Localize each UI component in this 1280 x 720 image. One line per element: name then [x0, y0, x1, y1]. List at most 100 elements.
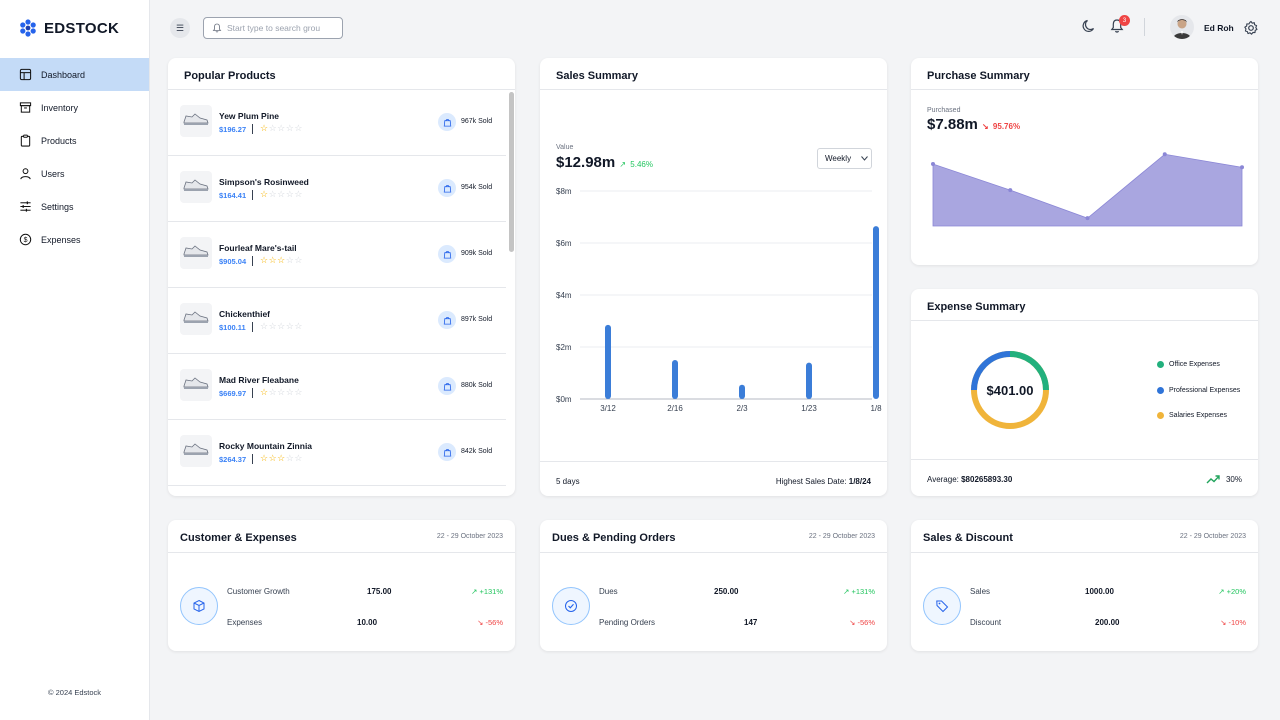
layout-icon	[19, 68, 32, 81]
star-icon: ☆	[285, 255, 295, 265]
sidebar-item-inventory[interactable]: Inventory	[0, 91, 149, 124]
star-icon: ☆	[285, 123, 295, 133]
average-value: $80265893.30	[961, 475, 1013, 484]
star-icon: ☆	[285, 189, 295, 199]
sidebar-item-users[interactable]: Users	[0, 157, 149, 190]
sliders-icon	[20, 201, 31, 212]
y-tick-label: $0m	[556, 395, 572, 404]
menu-toggle-button[interactable]: ☰	[170, 18, 190, 38]
card-title: Expense Summary	[927, 301, 1026, 313]
sales-summary-card: Sales Summary Value $12.98m ↗ 5.46% Week…	[540, 58, 887, 496]
y-tick-label: $8m	[556, 187, 572, 196]
shopping-bag-icon	[438, 179, 456, 197]
search-input[interactable]	[227, 23, 332, 33]
star-icon: ☆	[277, 123, 286, 133]
product-image	[180, 369, 212, 401]
logo-icon	[20, 19, 36, 37]
card-footer-divider	[540, 461, 887, 462]
highest-sales-date: Highest Sales Date: 1/8/24	[776, 477, 871, 486]
stat-change-down: ↘ -56%	[849, 618, 875, 627]
gear-icon[interactable]	[1243, 20, 1259, 36]
legend-item-salaries: Salaries Expenses	[1157, 412, 1227, 419]
x-tick-label: 2/3	[736, 404, 748, 413]
card-divider	[540, 552, 887, 553]
period-select[interactable]: Weekly	[817, 148, 872, 169]
notification-badge: 3	[1119, 15, 1130, 26]
legend-label: Office Expenses	[1169, 361, 1220, 368]
shopping-bag-icon	[438, 113, 456, 131]
period-select-value: Weekly	[825, 154, 852, 163]
expense-change-value: 30%	[1225, 475, 1242, 484]
stat-value: 250.00	[714, 587, 739, 596]
logo[interactable]: EDSTOCK	[18, 18, 119, 38]
stat-label: Customer Growth	[227, 587, 290, 596]
card-title: Customer & Expenses	[180, 532, 297, 544]
dollar-circle-icon: $	[19, 233, 32, 246]
moon-icon[interactable]	[1081, 18, 1097, 34]
star-icon: ☆	[285, 387, 295, 397]
product-row[interactable]: Simpson's Rosinweed $164.41 ☆☆☆☆☆ 954k Sold	[168, 156, 506, 222]
product-row[interactable]: Yew Plum Pine $196.27 ☆☆☆☆☆ 967k Sold	[168, 90, 506, 156]
value-label: Value	[556, 144, 574, 151]
product-name: Rocky Mountain Zinnia	[219, 441, 313, 451]
bell-icon	[212, 23, 222, 33]
shoe-icon	[183, 309, 209, 330]
divider	[252, 256, 253, 266]
sidebar-item-expenses[interactable]: $ Expenses	[0, 223, 149, 256]
rating-stars: ☆☆☆☆☆	[260, 453, 303, 464]
rating-stars: ☆☆☆☆☆	[260, 387, 303, 398]
sold-count: 897k Sold	[461, 316, 493, 323]
star-icon: ☆	[277, 189, 286, 199]
search-box[interactable]	[203, 17, 343, 39]
sold-count: 909k Sold	[461, 250, 493, 257]
svg-text:$: $	[24, 237, 28, 244]
sales-value-amount: $12.98m	[556, 154, 616, 171]
clipboard-icon	[20, 134, 31, 147]
purchase-area-chart	[931, 152, 1244, 227]
average-label: Average:	[927, 475, 959, 484]
legend-item-professional: Professional Expenses	[1157, 387, 1240, 394]
stat-value: 147	[744, 618, 758, 627]
product-name: Mad River Fleabane	[219, 375, 299, 385]
purchased-value: $7.88m ↘ 95.76%	[927, 116, 1020, 133]
star-icon: ☆	[277, 387, 286, 397]
user-icon	[20, 168, 31, 180]
stat-value: 175.00	[367, 587, 392, 596]
sales-bar-chart: $0m $2m $4m $6m $8m 3/12 2/16 2/3 1/23 1/8	[556, 187, 882, 413]
card-divider	[168, 89, 515, 90]
sidebar-item-dashboard[interactable]: Dashboard	[0, 58, 149, 91]
dues-pending-card: Dues & Pending Orders 22 - 29 October 20…	[540, 520, 887, 651]
product-row[interactable]: Rocky Mountain Zinnia $264.37 ☆☆☆☆☆ 842k So…	[168, 420, 506, 486]
legend-dot	[1157, 387, 1164, 394]
sidebar-item-label: Dashboard	[41, 69, 86, 80]
shoe-icon	[183, 375, 209, 396]
product-row[interactable]: Mad River Fleabane $669.97 ☆☆☆☆☆ 880k Sold	[168, 354, 506, 420]
scrollbar[interactable]	[509, 92, 514, 252]
legend-label: Salaries Expenses	[1169, 412, 1227, 419]
stat-value: 200.00	[1095, 618, 1120, 627]
data-point	[1162, 152, 1167, 157]
star-icon: ☆	[260, 255, 269, 265]
product-row[interactable]: Chickenthief $100.11 ☆☆☆☆☆ 897k Sold	[168, 288, 506, 354]
sidebar-item-products[interactable]: Products	[0, 124, 149, 157]
star-icon: ☆	[260, 387, 269, 397]
avatar[interactable]	[1170, 15, 1194, 39]
product-price: $100.11	[219, 323, 246, 332]
sales-value: $12.98m ↗ 5.46%	[556, 154, 653, 171]
stat-icon-wrap	[552, 587, 590, 625]
rating-stars: ☆☆☆☆☆	[260, 189, 303, 200]
purchase-summary-card: Purchase Summary Purchased $7.88m ↘ 95.7…	[911, 58, 1258, 265]
purchased-amount: $7.88m	[927, 116, 978, 133]
product-image	[180, 237, 212, 269]
stat-icon-wrap	[180, 587, 218, 625]
legend-dot	[1157, 412, 1164, 419]
product-row[interactable]: Fourleaf Mare's-tail $905.04 ☆☆☆☆☆ 909k Sol…	[168, 222, 506, 288]
sidebar-nav: Dashboard Inventory Products Users Setti…	[0, 58, 149, 256]
highest-sales-value: 1/8/24	[848, 477, 871, 486]
sidebar-item-settings[interactable]: Settings	[0, 190, 149, 223]
shopping-bag-icon	[438, 443, 456, 461]
card-title: Dues & Pending Orders	[552, 532, 676, 544]
shoe-icon	[183, 243, 209, 264]
star-icon: ☆	[268, 189, 278, 199]
user-name[interactable]: Ed Roh	[1204, 23, 1234, 33]
